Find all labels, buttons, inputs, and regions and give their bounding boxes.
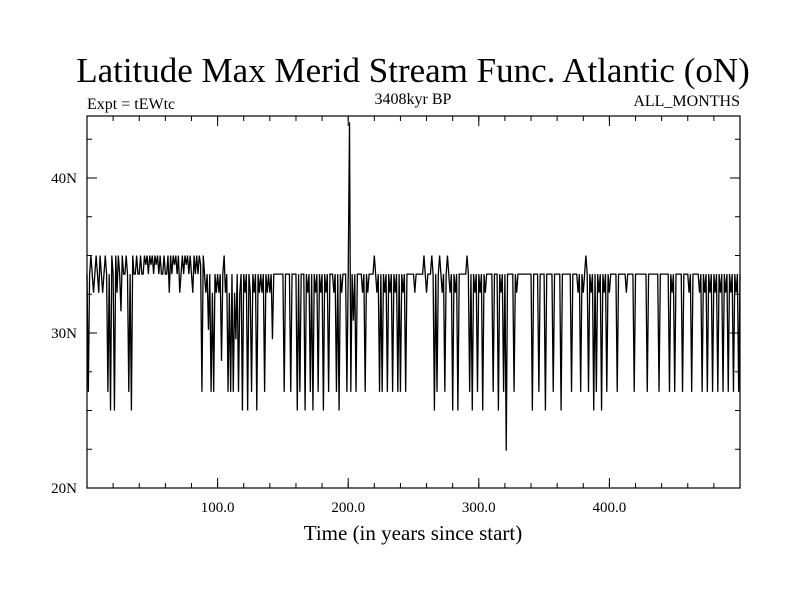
- axis-tick-labels: 100.0 200.0 300.0 400.0 20N 30N 40N: [51, 171, 626, 516]
- subtitle-months: ALL_MONTHS: [633, 93, 740, 110]
- subtitle-period: 3408kyr BP: [375, 91, 452, 108]
- subtitle-experiment: Expt = tEWtc: [87, 96, 175, 113]
- x-tick-label: 200.0: [331, 500, 365, 516]
- series-line: [86, 122, 741, 451]
- axis-ticks: [87, 116, 740, 489]
- x-axis-label: Time (in years since start): [304, 521, 523, 545]
- y-tick-label: 40N: [51, 171, 77, 187]
- plot-frame: [86, 115, 741, 489]
- y-tick-label: 30N: [51, 326, 77, 342]
- x-tick-label: 100.0: [201, 500, 235, 516]
- x-tick-label: 300.0: [462, 500, 496, 516]
- chart-title: Latitude Max Merid Stream Func. Atlantic…: [76, 51, 750, 90]
- y-tick-label: 20N: [51, 481, 77, 497]
- x-tick-label: 400.0: [593, 500, 627, 516]
